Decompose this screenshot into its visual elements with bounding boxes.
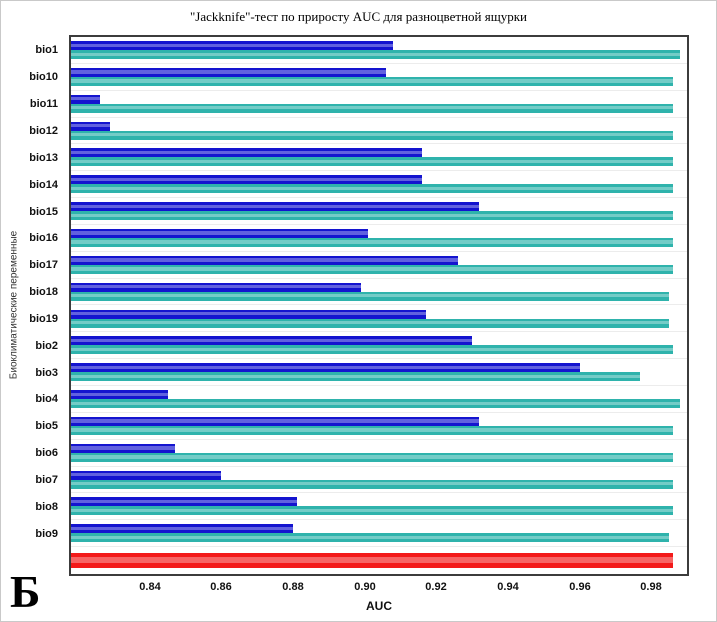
y-tick-label: bio7 xyxy=(35,474,58,487)
bar-teal xyxy=(71,318,669,328)
bar-teal xyxy=(71,425,673,435)
bar-dark-blue xyxy=(71,121,110,131)
bar-dark-blue xyxy=(71,282,361,292)
y-tick-label: bio19 xyxy=(29,312,58,325)
y-tick-label: bio8 xyxy=(35,500,58,513)
x-tick-label: 0.96 xyxy=(569,581,591,593)
bar-dark-blue xyxy=(71,416,479,426)
bar-dark-blue xyxy=(71,390,168,400)
bar-dark-blue xyxy=(71,336,472,346)
chart-row-bio9 xyxy=(71,520,687,548)
y-tick-label: bio4 xyxy=(35,393,58,406)
plot-area xyxy=(69,35,689,576)
y-tick-label: bio2 xyxy=(35,339,58,352)
bar-teal xyxy=(71,479,673,489)
y-tick-label: bio1 xyxy=(35,44,58,57)
y-tick-label: bio13 xyxy=(29,151,58,164)
bar-red-all-variables xyxy=(71,553,673,569)
chart-row-bio7 xyxy=(71,467,687,494)
bar-teal xyxy=(71,506,673,516)
chart-row-bio2 xyxy=(71,332,687,360)
bar-dark-blue xyxy=(71,67,386,77)
bar-teal xyxy=(71,157,673,167)
bar-dark-blue xyxy=(71,41,393,50)
bar-dark-blue xyxy=(71,202,479,212)
chart-row-bio10 xyxy=(71,64,687,91)
chart-row-bio16 xyxy=(71,225,687,252)
chart-row-bio18 xyxy=(71,279,687,306)
bar-dark-blue xyxy=(71,443,175,453)
bar-dark-blue xyxy=(71,94,100,104)
y-tick-label: bio17 xyxy=(29,259,58,272)
bar-dark-blue xyxy=(71,309,426,319)
chart-row-all-variables xyxy=(71,547,687,574)
x-tick-label: 0.92 xyxy=(425,581,447,593)
chart-row-bio11 xyxy=(71,91,687,118)
chart-row-bio4 xyxy=(71,386,687,413)
x-tick-label: 0.88 xyxy=(282,581,304,593)
chart-title: "Jackknife"-тест по приросту AUC для раз… xyxy=(190,9,527,24)
bar-teal xyxy=(71,184,673,194)
chart-row-bio8 xyxy=(71,493,687,521)
panel-letter: Б xyxy=(10,566,41,617)
bar-teal xyxy=(71,372,640,382)
chart-row-bio13 xyxy=(71,144,687,172)
chart-row-bio6 xyxy=(71,440,687,467)
x-tick-label: 0.94 xyxy=(497,581,519,593)
bar-teal xyxy=(71,103,673,113)
chart-row-bio3 xyxy=(71,359,687,387)
bar-teal xyxy=(71,130,673,140)
bar-teal xyxy=(71,237,673,247)
x-tick-label: 0.98 xyxy=(640,581,662,593)
x-tick-label: 0.86 xyxy=(210,581,232,593)
bar-dark-blue xyxy=(71,255,458,265)
y-tick-label: bio18 xyxy=(29,286,58,299)
bar-dark-blue xyxy=(71,524,293,534)
y-tick-label: bio10 xyxy=(29,71,58,84)
y-tick-label: bio15 xyxy=(29,205,58,218)
chart-row-bio14 xyxy=(71,171,687,199)
y-tick-label: bio5 xyxy=(35,420,58,433)
bar-dark-blue xyxy=(71,148,422,158)
chart-row-bio15 xyxy=(71,198,687,225)
y-tick-label: bio12 xyxy=(29,124,58,137)
bar-teal xyxy=(71,264,673,274)
bar-dark-blue xyxy=(71,175,422,185)
chart-row-bio1 xyxy=(71,37,687,64)
chart-row-bio12 xyxy=(71,118,687,145)
bar-teal xyxy=(71,452,673,462)
x-tick-labels: 0.84 0.86 0.88 0.90 0.92 0.94 0.96 0.98 xyxy=(71,581,687,596)
bar-teal xyxy=(71,76,673,86)
bar-teal xyxy=(71,291,669,301)
y-tick-label: bio3 xyxy=(35,366,58,379)
bar-teal xyxy=(71,211,673,221)
y-tick-label: bio6 xyxy=(35,447,58,460)
x-tick-label: 0.90 xyxy=(354,581,376,593)
bar-dark-blue xyxy=(71,470,221,480)
bar-dark-blue xyxy=(71,363,580,373)
chart-row-bio5 xyxy=(71,413,687,440)
y-tick-label: bio11 xyxy=(29,98,58,111)
bar-teal xyxy=(71,399,680,409)
y-tick-label: bio14 xyxy=(29,178,58,191)
y-tick-labels: bio1 bio10 bio11 bio12 bio13 bio14 bio15 bio16 b… xyxy=(1,37,65,574)
bar-teal xyxy=(71,533,669,543)
chart-row-bio17 xyxy=(71,252,687,279)
chart-row-bio19 xyxy=(71,306,687,333)
y-tick-label: bio16 xyxy=(29,232,58,245)
bar-dark-blue xyxy=(71,228,368,238)
bar-teal xyxy=(71,345,673,355)
x-tick-label: 0.84 xyxy=(139,581,161,593)
y-tick-label: bio9 xyxy=(35,527,58,540)
bar-teal xyxy=(71,50,680,59)
bar-dark-blue xyxy=(71,497,297,507)
x-axis-label: AUC xyxy=(366,599,392,613)
